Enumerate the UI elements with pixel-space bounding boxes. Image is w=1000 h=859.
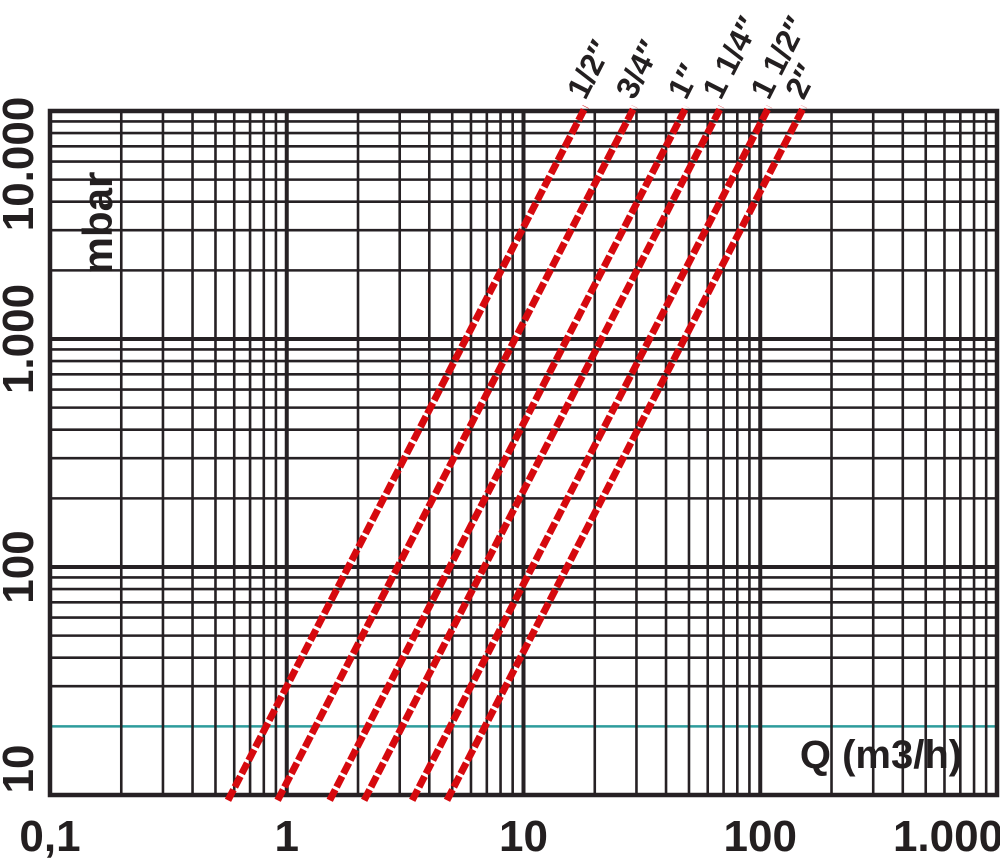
series-line [409, 104, 773, 802]
y-tick-label: 10 [0, 745, 43, 794]
x-tick-label: 100 [724, 812, 797, 859]
x-tick-label: 1 [275, 812, 299, 859]
y-axis-title: mbar [74, 172, 121, 275]
x-tick-labels: 0,1 1 10 100 1.000 [19, 812, 1000, 859]
x-axis-title: Q (m3/h) [800, 733, 962, 777]
y-tick-labels: 10 100 1.000 10.000 [0, 97, 43, 794]
plot-border [47, 108, 1000, 798]
x-tick-label: 1.000 [893, 812, 1000, 859]
series-label: 3/4″ [608, 35, 667, 105]
series-labels: 1/2″3/4″1″1 1/4″1 1/2″2″ [560, 11, 825, 104]
y-tick-label: 1.000 [0, 284, 43, 394]
series-line [443, 104, 808, 802]
series-line [224, 104, 589, 802]
y-tick-label: 100 [0, 530, 43, 603]
series-group [224, 104, 808, 802]
x-tick-label: 10 [499, 812, 548, 859]
series-label: 1/2″ [560, 35, 619, 105]
x-tick-label: 0,1 [19, 812, 80, 859]
series-line [361, 104, 725, 802]
y-tick-label: 10.000 [0, 97, 43, 232]
series-line [274, 104, 638, 802]
series-line [326, 104, 690, 802]
